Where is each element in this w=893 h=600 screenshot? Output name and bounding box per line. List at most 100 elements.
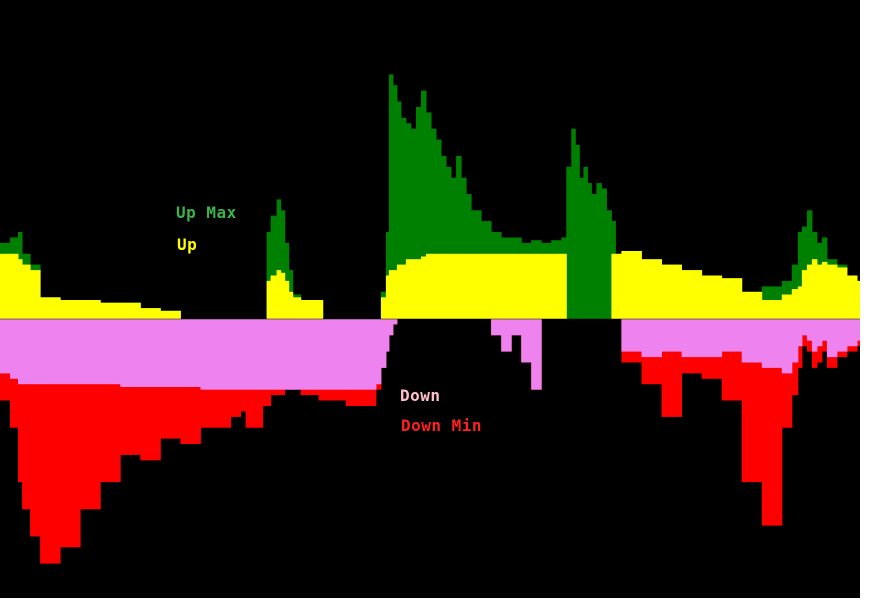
bar-up [18,259,23,319]
bar-down [681,319,703,358]
legend-label-down: Down [400,386,441,405]
bar-up-max [405,123,412,319]
bar-up [797,286,803,319]
bar-up-max [416,107,422,319]
bar-down [826,319,838,358]
bar-up [288,291,294,319]
bar-down [791,319,799,363]
bar-down [806,319,813,341]
bar-down [120,319,141,387]
bar-up-max [451,177,457,319]
bar-up [816,264,823,319]
bar-up-max [400,117,407,320]
bar-up [436,253,442,319]
series-up [0,251,860,319]
bar-down [300,319,312,390]
bar-up [461,253,467,319]
bar-up [466,253,472,319]
bar-down [521,319,532,363]
legend-label-down-min: Down Min [401,416,483,435]
bar-down [140,319,161,387]
bar-down [60,319,81,385]
bar-up [416,259,422,319]
bar-up [531,253,542,319]
bar-down [0,319,11,374]
bar-up [292,297,302,319]
bar-down [641,319,662,358]
bar-up-max [280,210,286,319]
bar-up [100,302,121,319]
bar-up [761,300,783,319]
series-layer [0,74,860,564]
bar-down [821,319,828,341]
bar-up [318,300,324,319]
chart-area: Up Max Up Down Down Min [0,0,860,598]
bar-up [140,308,161,319]
bar-down [245,319,264,390]
bar-down [266,319,272,390]
bar-down [18,319,23,385]
bar-up [847,275,858,319]
bar-up [400,264,407,319]
bar-up-max [583,166,588,319]
bar-up [615,253,622,319]
bar-down [661,319,682,352]
bar-up-max [388,74,394,320]
bar-down [721,319,743,352]
bar-up-max [461,177,467,319]
bar-up [421,256,427,319]
bar-down [385,319,390,352]
bar-up [511,253,522,319]
bar-up [561,253,567,319]
bar-down-min [22,319,31,510]
bar-up [857,280,860,319]
bar-up [811,259,818,319]
bar-down [836,319,848,352]
bar-down [270,319,278,390]
bar-up [405,259,412,319]
bar-down [701,319,723,358]
bar-down [100,319,121,385]
bar-down [816,319,823,347]
bar-up [501,253,512,319]
traffic-chart [0,74,860,564]
bar-down-min [761,319,783,526]
bar-up-max [797,232,803,319]
bar-up-max [411,128,417,319]
bar-down [531,319,542,390]
bar-up-max [571,128,576,319]
bar-up [300,300,312,319]
bar-up [22,264,31,319]
bar-up [396,264,402,319]
bar-up [456,253,462,319]
bar-up [791,289,799,319]
legend-label-up: Up [177,235,198,254]
bar-down-min [18,319,23,483]
bar-up-max [606,210,612,319]
bar-up [641,259,662,319]
bar-up [781,294,793,319]
bar-up-max [276,199,282,319]
bar-up [721,278,743,319]
series-down [0,319,860,390]
bar-down [811,319,818,352]
bar-up [270,275,278,319]
bar-up-max [441,155,447,319]
bar-up-max [591,194,597,319]
bar-down [22,319,31,385]
bar-down [310,319,320,390]
bar-up [392,270,398,319]
bar-down [621,319,642,352]
bar-up-max [456,155,462,319]
bar-up [284,280,290,319]
bar-down [200,319,232,390]
legend-label-up-max: Up Max [176,203,237,222]
bar-down [318,319,324,390]
bar-up [411,259,417,319]
bar-up [60,300,81,319]
bar-up-max [446,166,452,319]
bar-up-max [426,112,432,320]
bar-up-max [431,128,437,319]
bar-down [276,319,282,390]
bar-down [350,319,377,390]
